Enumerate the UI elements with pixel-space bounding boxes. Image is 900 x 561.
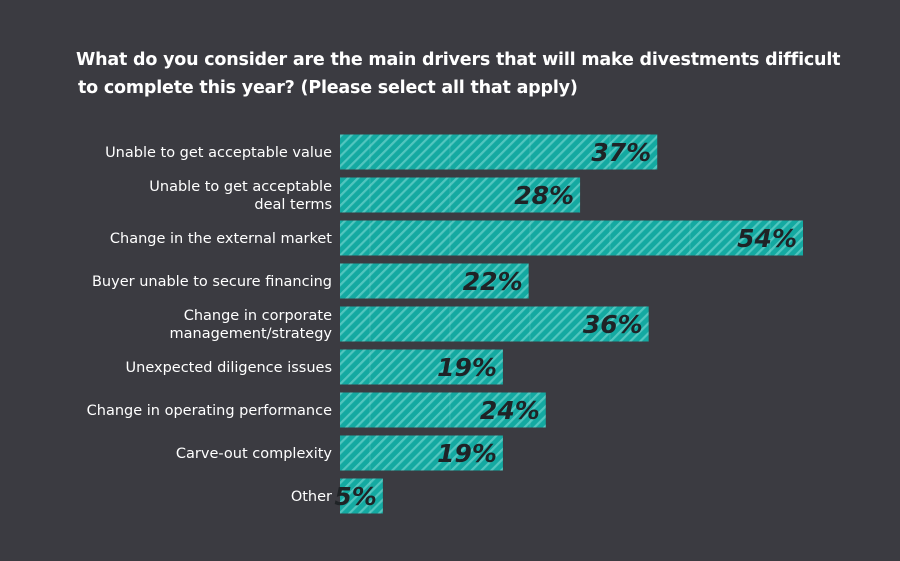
bar	[340, 134, 658, 170]
data-label: 19%	[437, 439, 497, 468]
category-label-line: deal terms	[254, 197, 332, 213]
bar-row: 22% Buyer unable to secure financing	[92, 263, 529, 299]
data-label: 28%	[514, 181, 574, 210]
category-label-line: Carve-out complexity	[176, 446, 332, 462]
chart-title-line-1: What do you consider are the main driver…	[76, 50, 841, 70]
bar	[340, 392, 546, 428]
bar-row: 5%Other	[291, 478, 383, 514]
bar-row: 37% Unable to get acceptable value	[105, 134, 658, 170]
category-label: Unable to get acceptable value	[105, 145, 332, 161]
data-label: 22%	[463, 267, 523, 296]
bar-row: 54% Change in the external market	[110, 220, 803, 256]
category-label-line: Change in corporate	[184, 308, 332, 324]
bar	[340, 306, 649, 342]
bar-row: 36% Change in corporate management/strateg…	[170, 306, 649, 342]
category-label: Change in operating performance	[87, 403, 332, 419]
category-label-line: Buyer unable to secure financing	[92, 274, 332, 290]
bar-row: 19% Carve-out complexity	[176, 435, 503, 471]
category-label-line: Unable to get acceptable value	[105, 145, 332, 161]
bar	[340, 220, 803, 256]
category-label: Change in the external market	[110, 231, 332, 247]
data-label: 37%	[591, 138, 651, 167]
category-label-line: Change in the external market	[110, 231, 332, 247]
bar	[340, 349, 503, 385]
category-label: Unexpected diligence issues	[126, 360, 332, 376]
category-label: Buyer unable to secure financing	[92, 274, 332, 290]
bar-row: 28% Unable to get acceptable deal terms	[149, 177, 581, 213]
bar-row: 19% Unexpected diligence issues	[126, 349, 503, 385]
data-label: 19%	[437, 353, 497, 382]
data-label: 36%	[583, 310, 643, 339]
category-label: Unable to get acceptable deal terms	[149, 179, 332, 213]
category-label: Carve-out complexity	[176, 446, 332, 462]
bar	[340, 478, 383, 514]
bar	[340, 263, 529, 299]
bar-row: 24% Change in operating performance	[87, 392, 546, 428]
data-label: 54%	[737, 224, 797, 253]
bar	[340, 177, 581, 213]
bar	[340, 435, 503, 471]
category-label: Other	[291, 489, 332, 505]
chart-title-line-2: to complete this year? (Please select al…	[78, 78, 578, 98]
category-label-line: Unable to get acceptable	[149, 179, 332, 195]
data-label: 24%	[480, 396, 540, 425]
data-label: 5%	[334, 482, 376, 511]
category-label-line: Other	[291, 489, 332, 505]
category-label-line: Change in operating performance	[87, 403, 332, 419]
category-label-line: management/strategy	[170, 326, 333, 342]
chart-title: What do you consider are the main driver…	[76, 46, 856, 102]
category-label-line: Unexpected diligence issues	[126, 360, 332, 376]
category-label: Change in corporate management/strategy	[170, 308, 333, 342]
